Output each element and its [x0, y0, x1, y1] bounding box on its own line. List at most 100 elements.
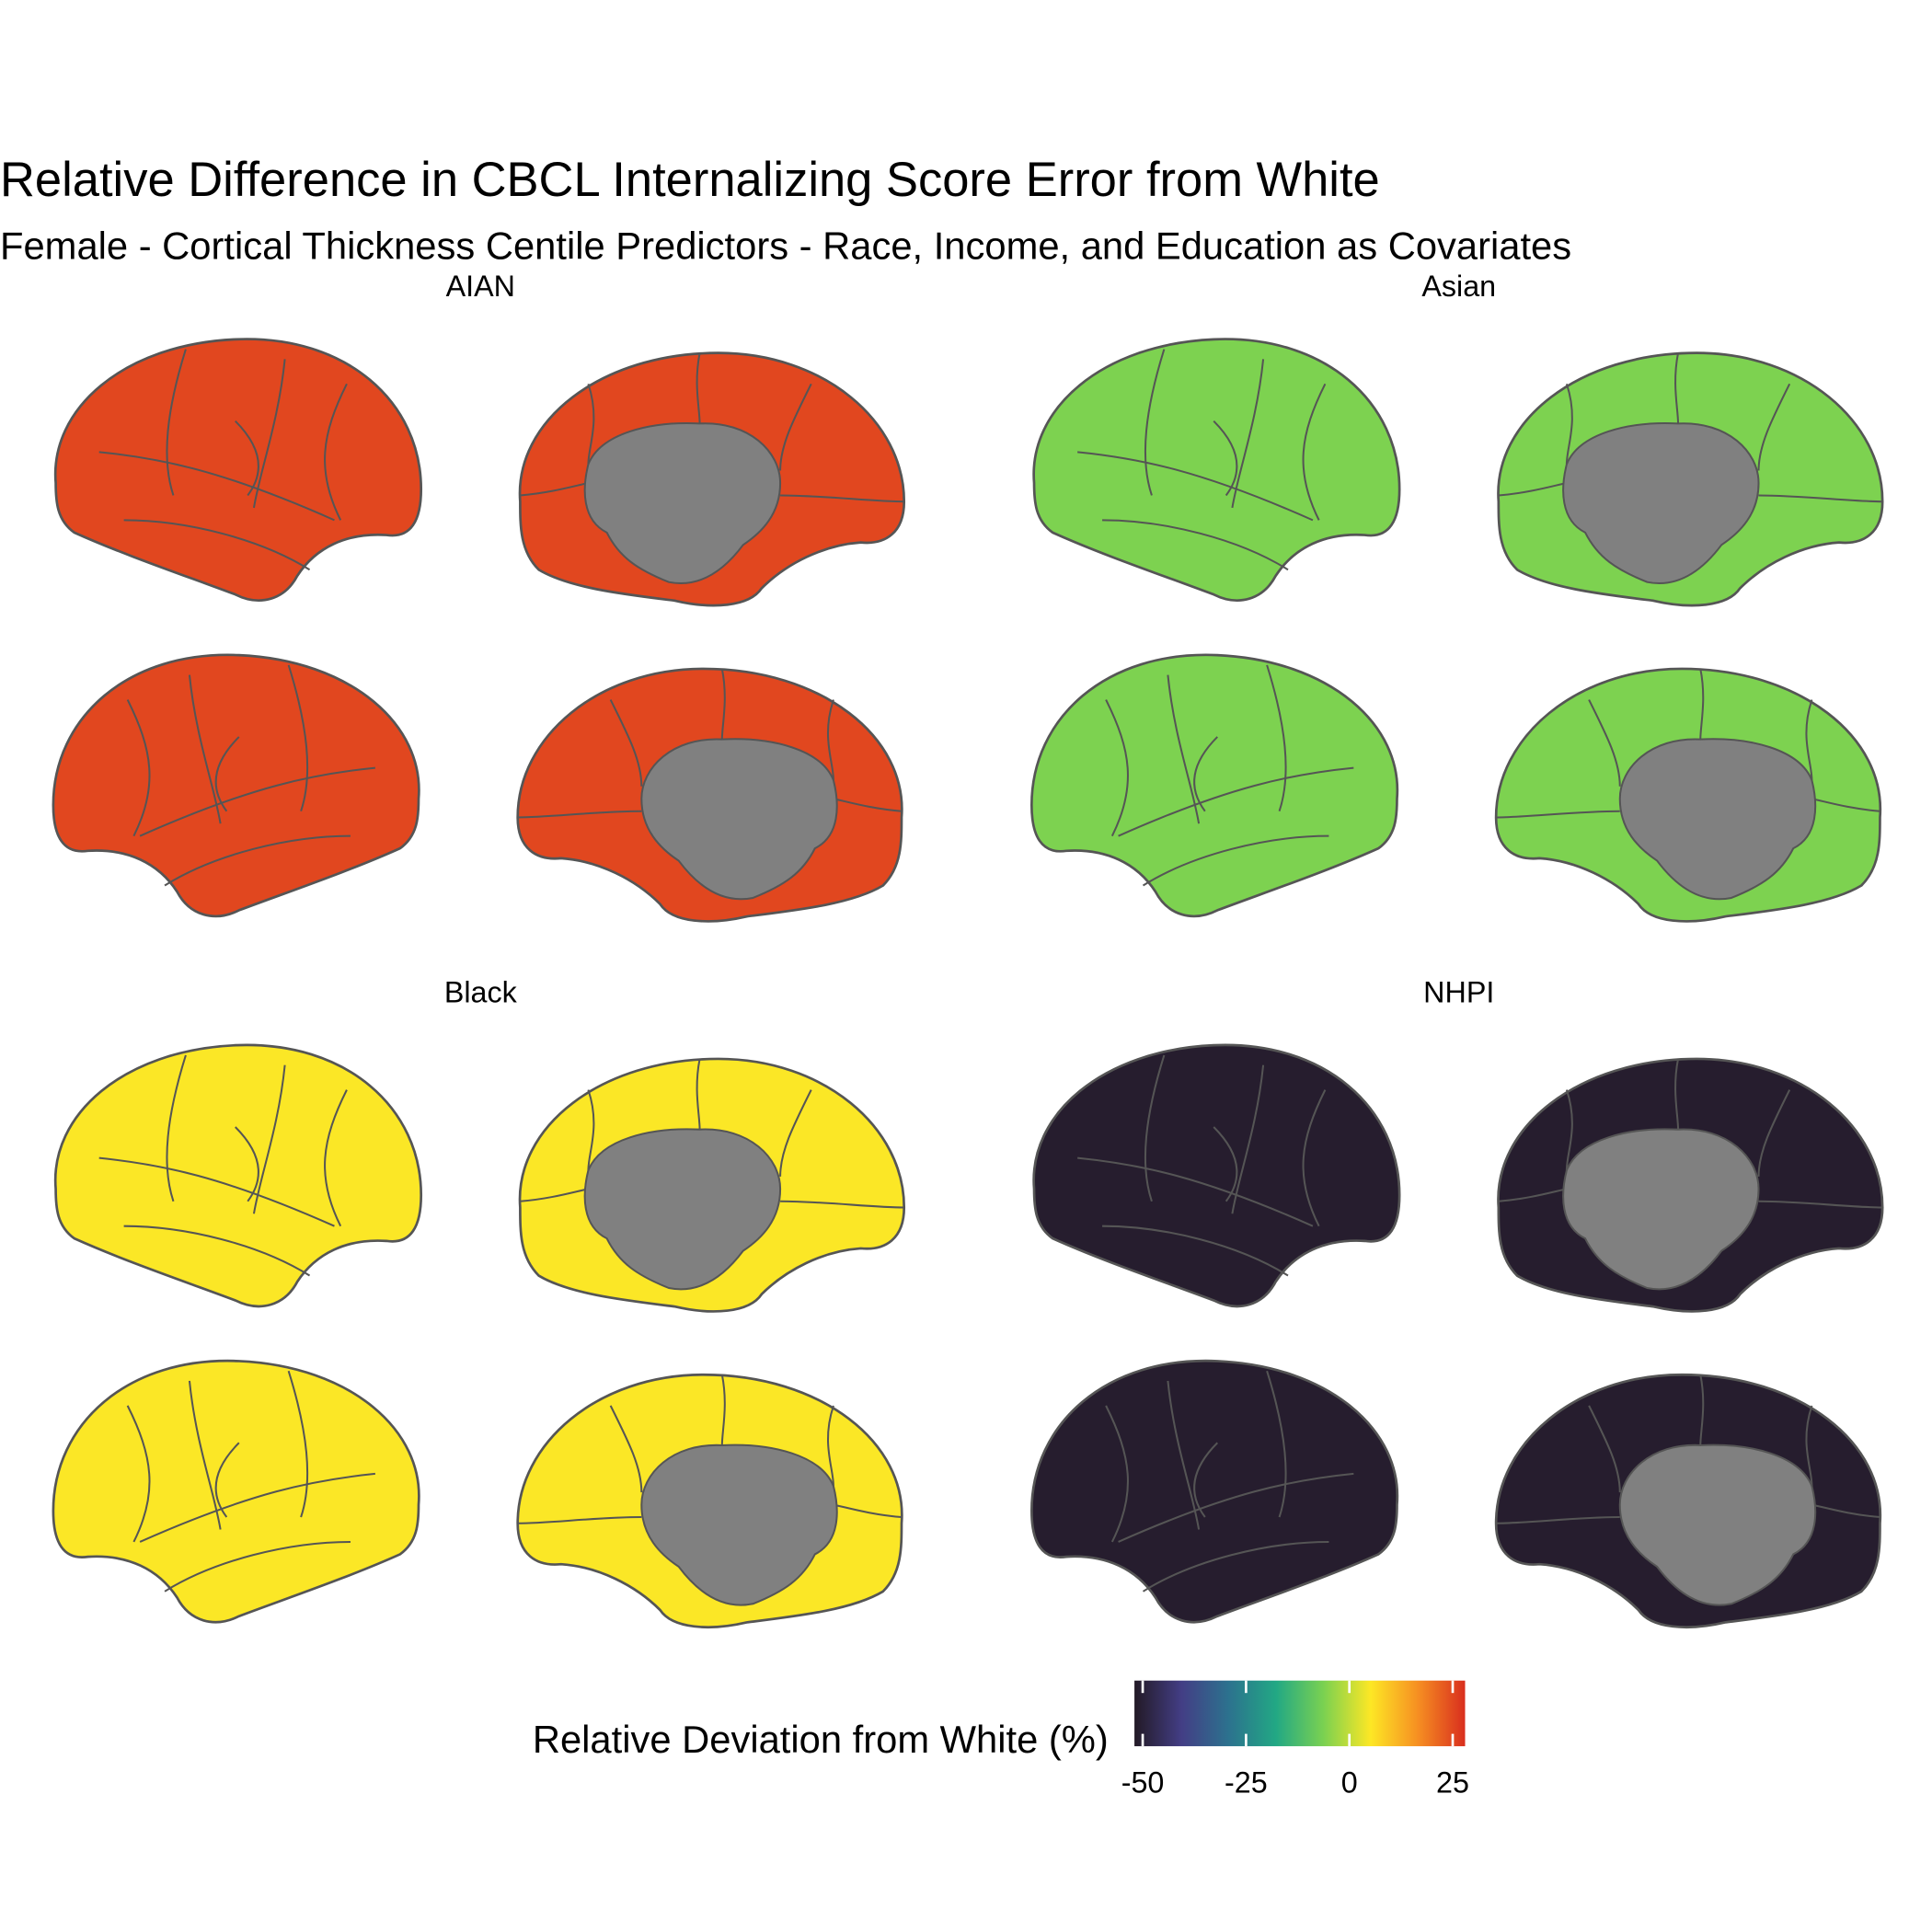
region-boundary [123, 1225, 311, 1277]
region-boundary [164, 1540, 351, 1593]
region-boundary [1302, 383, 1327, 521]
region-boundary [517, 810, 642, 819]
region-boundary [1231, 1064, 1265, 1214]
medial-view [518, 351, 906, 607]
region-boundary [252, 1064, 286, 1214]
region-boundary [214, 736, 240, 812]
region-boundary [1758, 1200, 1883, 1209]
brain-surface [53, 338, 423, 602]
region-boundary [166, 1054, 187, 1202]
region-boundary [139, 766, 375, 837]
region-boundary [123, 519, 311, 571]
region-boundary [780, 494, 904, 503]
region-boundary [720, 668, 726, 740]
region-boundary [166, 349, 187, 496]
region-boundary [1144, 1054, 1166, 1202]
medial-wall [640, 1443, 838, 1606]
colorbar [1134, 1680, 1466, 1747]
lateral-view [53, 1043, 423, 1308]
region-boundary [1142, 1540, 1329, 1593]
region-boundary [587, 383, 595, 465]
lateral-view [1032, 338, 1401, 602]
medial-wall [640, 738, 838, 901]
region-boundary [287, 664, 309, 812]
medial-view [1494, 1373, 1882, 1629]
region-boundary [1266, 1370, 1287, 1518]
medial-wall [1562, 1128, 1760, 1291]
region-boundary [188, 674, 222, 824]
region-boundary [1302, 1089, 1327, 1227]
medial-wall [1562, 422, 1760, 584]
region-boundary [1588, 1405, 1621, 1493]
chart-subtitle: Female - Cortical Thickness Centile Pred… [0, 224, 1571, 268]
colorbar-tick-label: -50 [1121, 1765, 1165, 1799]
region-boundary [1805, 699, 1813, 781]
region-boundary [1588, 699, 1621, 787]
region-boundary [779, 383, 812, 471]
region-boundary [1565, 1089, 1573, 1171]
region-boundary [252, 359, 286, 509]
region-boundary [1193, 1442, 1218, 1518]
region-boundary [827, 1405, 834, 1487]
medial-view [1497, 351, 1884, 607]
region-boundary [780, 1200, 904, 1209]
region-boundary [1077, 1156, 1314, 1227]
region-boundary [1758, 494, 1883, 503]
colorbar-tick-label: -25 [1225, 1765, 1268, 1799]
medial-wall [1618, 738, 1817, 901]
region-boundary [1167, 1380, 1201, 1530]
region-boundary [779, 1089, 812, 1177]
region-boundary [98, 1156, 335, 1227]
brain-surface [52, 1359, 420, 1624]
region-boundary [517, 1516, 642, 1524]
region-boundary [1105, 699, 1129, 837]
brain-surface [1032, 338, 1401, 602]
region-boundary [1496, 810, 1620, 819]
region-boundary [235, 1126, 259, 1202]
colorbar-label: Relative Deviation from White (%) [533, 1718, 1109, 1761]
lateral-view [1029, 1359, 1399, 1624]
brain-surface [1032, 1043, 1401, 1308]
region-boundary [1105, 1405, 1129, 1543]
medial-view [516, 1373, 903, 1629]
region-boundary [1102, 1225, 1289, 1277]
region-boundary [139, 1472, 375, 1543]
region-boundary [609, 699, 643, 787]
region-boundary [1231, 359, 1265, 509]
region-boundary [720, 1374, 726, 1445]
region-boundary [1674, 352, 1680, 424]
region-boundary [1213, 1126, 1238, 1202]
region-boundary [1266, 664, 1287, 812]
region-boundary [1496, 1516, 1620, 1524]
region-boundary [1102, 519, 1289, 571]
lateral-view [52, 1359, 420, 1624]
region-boundary [1142, 834, 1329, 887]
region-boundary [587, 1089, 595, 1171]
region-boundary [1118, 1472, 1354, 1543]
region-boundary [1674, 1058, 1680, 1130]
lateral-view [52, 653, 420, 918]
region-boundary [1757, 383, 1791, 471]
panel-label: Asian [1421, 270, 1496, 303]
brain-surface [1029, 1359, 1399, 1624]
region-boundary [1193, 736, 1218, 812]
region-boundary [1077, 451, 1314, 522]
region-boundary [235, 420, 259, 497]
region-boundary [609, 1405, 643, 1493]
lateral-view [53, 338, 423, 602]
brain-surface [53, 1043, 423, 1308]
region-boundary [1213, 420, 1238, 497]
medial-wall [1618, 1443, 1817, 1606]
panel-label: Black [444, 975, 518, 1008]
lateral-view [1029, 653, 1399, 918]
region-boundary [827, 699, 834, 781]
medial-view [518, 1057, 906, 1313]
brain-surface [1029, 653, 1399, 918]
region-boundary [324, 1089, 348, 1227]
colorbar-tick-label: 25 [1436, 1765, 1469, 1799]
medial-wall [583, 422, 782, 584]
region-boundary [1565, 383, 1573, 465]
region-boundary [1699, 668, 1705, 740]
region-boundary [324, 383, 348, 521]
